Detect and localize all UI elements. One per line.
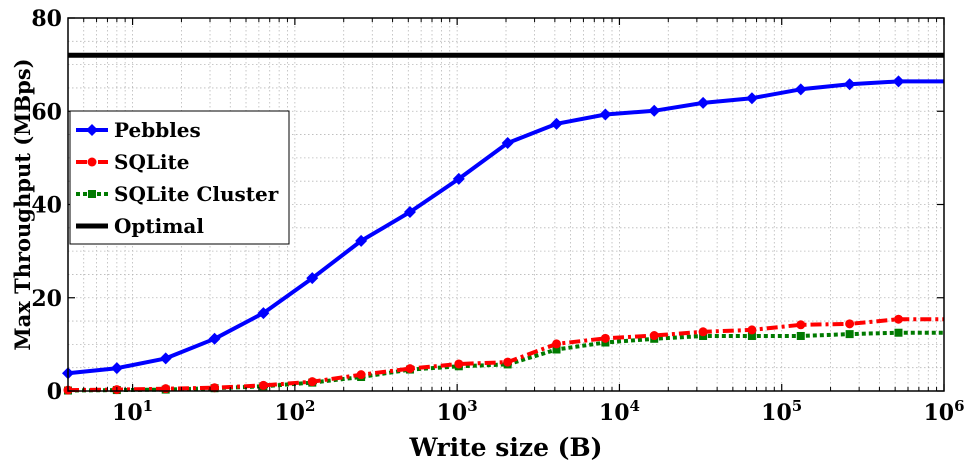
data-point xyxy=(161,384,171,394)
legend-box xyxy=(69,110,290,245)
legend-item: Pebbles xyxy=(76,118,201,142)
data-point xyxy=(110,362,123,375)
legend-label: SQLite Cluster xyxy=(114,182,279,206)
data-point xyxy=(794,83,807,96)
data-point xyxy=(306,272,319,285)
data-point xyxy=(697,96,710,109)
data-point xyxy=(257,307,270,320)
x-tick-label: 106 xyxy=(923,397,964,426)
data-point xyxy=(600,333,610,343)
x-axis-label: Write size (B) xyxy=(409,433,603,462)
data-point xyxy=(649,331,659,341)
x-tick-label: 105 xyxy=(761,397,802,426)
data-point xyxy=(403,205,416,218)
legend-label: Optimal xyxy=(114,214,204,238)
legend-marker xyxy=(87,157,97,167)
data-point xyxy=(845,330,854,339)
y-tick-label: 0 xyxy=(47,379,62,405)
data-point xyxy=(210,383,220,393)
data-point xyxy=(550,117,563,130)
y-tick-label: 80 xyxy=(31,6,62,32)
data-point xyxy=(258,380,268,390)
x-tick-label: 103 xyxy=(437,397,478,426)
x-tick-label: 101 xyxy=(112,397,153,426)
legend-item: Optimal xyxy=(76,214,204,238)
legend-item: SQLite Cluster xyxy=(76,182,279,206)
data-point xyxy=(698,327,708,337)
data-point xyxy=(356,370,366,380)
data-point xyxy=(552,345,561,354)
legend-label: Pebbles xyxy=(114,118,201,142)
series-sqlite xyxy=(63,314,944,395)
data-point xyxy=(747,331,756,340)
data-point xyxy=(894,328,903,337)
data-point xyxy=(796,320,806,330)
data-point xyxy=(599,108,612,121)
legend-marker xyxy=(86,124,98,136)
x-tick-label: 102 xyxy=(274,397,315,426)
axis-layer: 0 20 40 60 80 101 102 103 104 105 106 xyxy=(31,6,964,426)
legend-label: SQLite xyxy=(114,150,190,174)
y-tick-label: 60 xyxy=(31,99,62,125)
series-layer xyxy=(62,52,944,395)
data-point xyxy=(501,136,514,149)
y-tick-label: 20 xyxy=(31,286,62,312)
data-point xyxy=(893,314,903,324)
legend-marker xyxy=(88,190,96,198)
data-point xyxy=(843,78,856,91)
data-point xyxy=(796,331,805,340)
data-point xyxy=(892,75,905,88)
data-point xyxy=(405,364,415,374)
data-point xyxy=(845,319,855,329)
data-point xyxy=(355,234,368,247)
data-point xyxy=(503,357,513,367)
data-point xyxy=(208,332,221,345)
data-point xyxy=(454,359,464,369)
data-point xyxy=(648,104,661,117)
y-axis-label: Max Throughput (MBps) xyxy=(10,58,35,350)
legend-item: SQLite xyxy=(76,150,190,174)
data-point xyxy=(747,325,757,335)
data-point xyxy=(745,92,758,105)
legend: Pebbles SQLite SQLite Cluster Optimal xyxy=(69,110,290,245)
y-tick-label: 40 xyxy=(31,193,62,219)
data-point xyxy=(159,352,172,365)
data-point xyxy=(452,172,465,185)
x-tick-label: 104 xyxy=(599,397,640,426)
data-point xyxy=(552,339,562,349)
data-point xyxy=(307,377,317,387)
